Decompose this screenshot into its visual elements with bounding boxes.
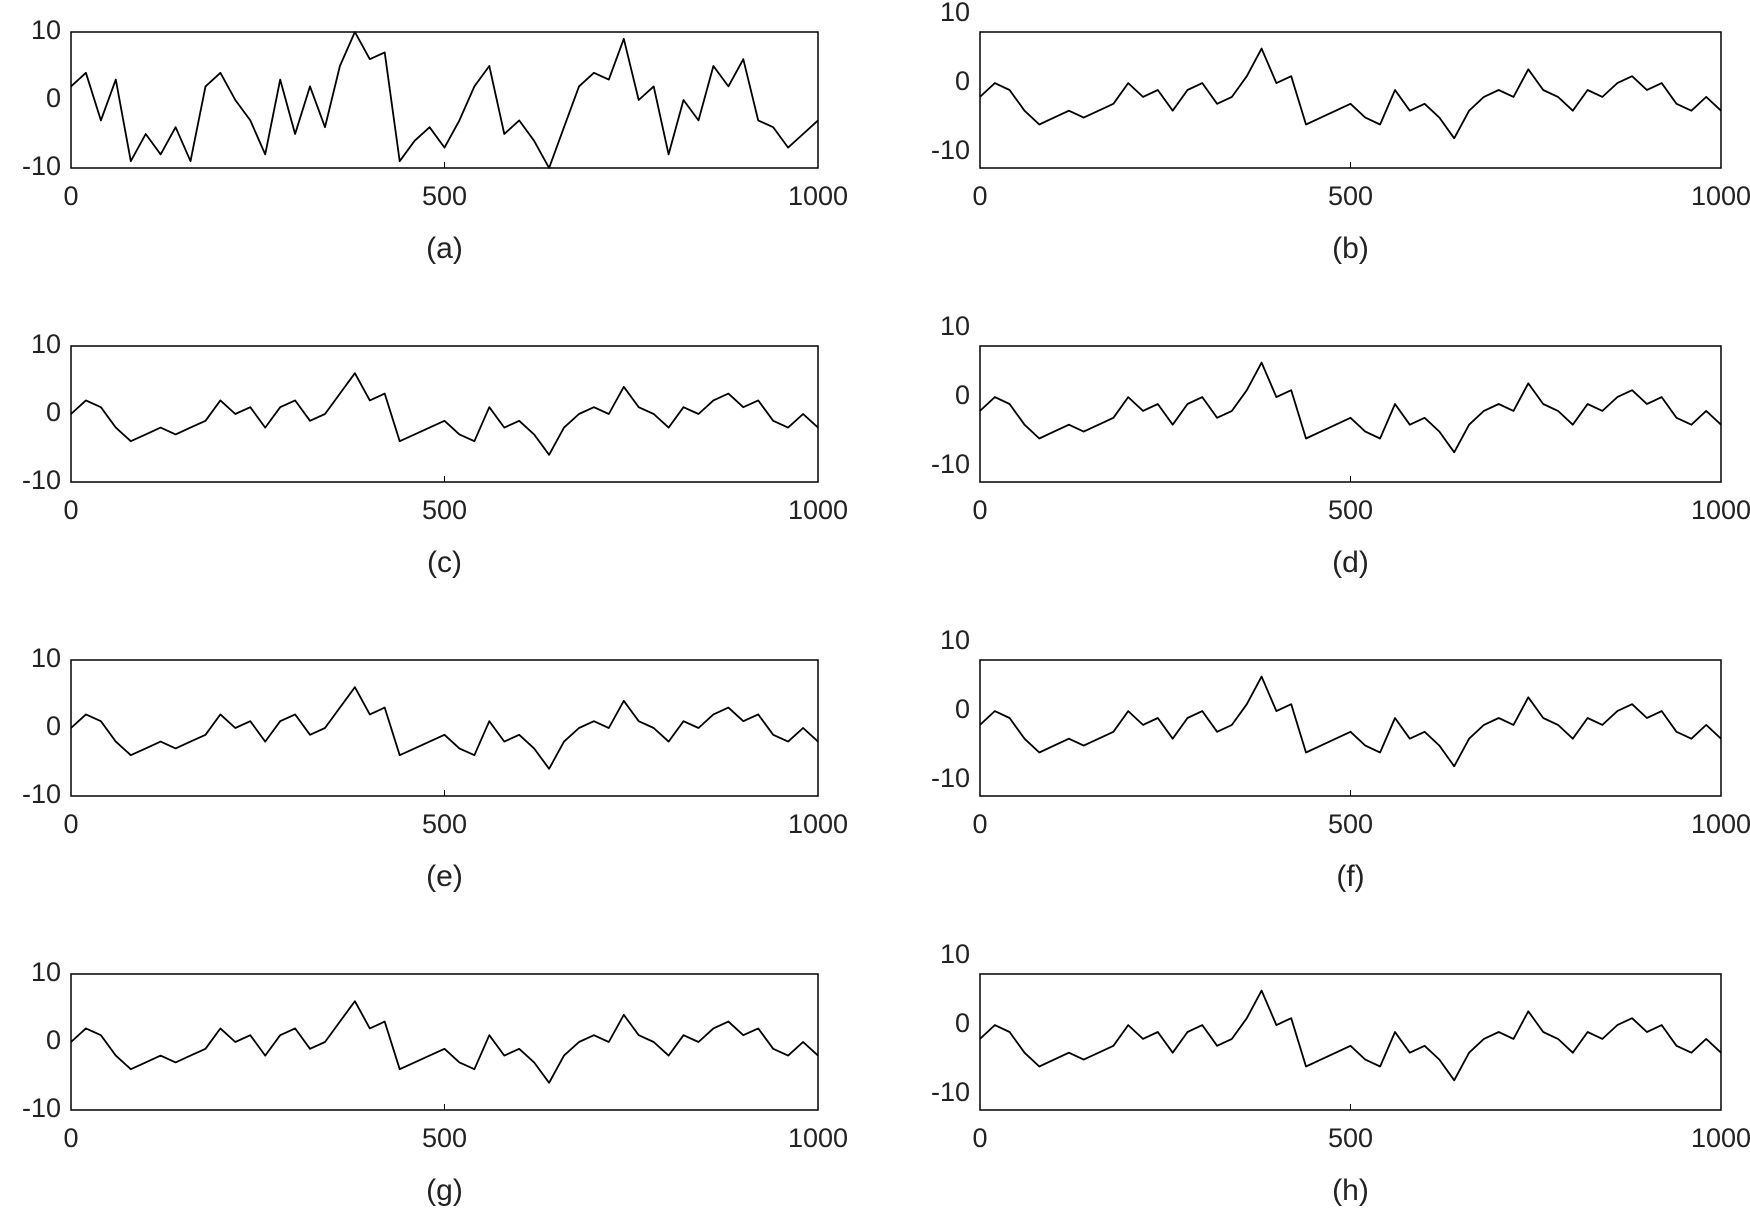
y-tick-label: 0 [955,694,970,724]
plot-frame [979,659,1722,797]
plot-frame [979,31,1722,169]
panel-caption: (d) [1332,546,1369,579]
y-tick-label: 0 [46,1025,61,1055]
series-line [70,31,819,169]
y-tick-label: 10 [31,15,61,45]
x-tick-label: 0 [63,181,78,211]
x-tick-label: 0 [63,495,78,525]
x-tick-label: 1000 [1691,495,1750,525]
plot-frame [70,973,819,1111]
y-tick-label: 10 [940,311,970,341]
x-tick-label: 1000 [1691,1123,1750,1153]
y-tick-label: 10 [940,625,970,655]
panel-caption: (a) [426,232,463,265]
x-tick-label: 500 [1328,181,1373,211]
y-tick-label: 0 [955,66,970,96]
x-tick-label: 0 [63,809,78,839]
series-line [979,989,1722,1082]
x-tick-label: 1000 [788,809,848,839]
y-tick-label: 0 [955,380,970,410]
series-line [979,47,1722,140]
panel-caption: (c) [427,546,462,579]
y-tick-label: 0 [46,711,61,741]
x-tick-label: 500 [422,495,467,525]
x-tick-label: 500 [1328,1123,1373,1153]
y-tick-label: 0 [46,397,61,427]
plot-frame [979,345,1722,483]
x-tick-label: 0 [63,1123,78,1153]
plot-frame [979,973,1722,1111]
y-tick-label: -10 [22,151,61,181]
series-line [70,686,819,770]
x-tick-label: 500 [422,181,467,211]
y-tick-label: -10 [22,779,61,809]
plot-frame [70,659,819,797]
series-line [979,675,1722,768]
x-tick-label: 1000 [1691,181,1750,211]
panel-caption: (f) [1336,860,1364,893]
y-tick-label: -10 [22,465,61,495]
x-tick-label: 500 [1328,809,1373,839]
series-line [70,1000,819,1084]
panel-caption: (e) [426,860,463,893]
x-tick-label: 1000 [1691,809,1750,839]
x-tick-label: 0 [972,181,987,211]
panel-caption: (g) [426,1174,463,1207]
y-tick-label: 10 [31,643,61,673]
panel-caption: (b) [1332,232,1369,265]
x-tick-label: 1000 [788,181,848,211]
y-tick-label: -10 [931,763,970,793]
x-tick-label: 1000 [788,495,848,525]
series-line [70,372,819,456]
x-tick-label: 1000 [788,1123,848,1153]
series-line [979,361,1722,454]
y-tick-label: 10 [940,0,970,27]
y-tick-label: 10 [31,957,61,987]
y-tick-label: -10 [931,135,970,165]
y-tick-label: 10 [940,939,970,969]
x-tick-label: 500 [1328,495,1373,525]
y-tick-label: 0 [955,1008,970,1038]
x-tick-label: 500 [422,809,467,839]
x-tick-label: 0 [972,1123,987,1153]
y-tick-label: -10 [22,1093,61,1123]
x-tick-label: 0 [972,809,987,839]
x-tick-label: 0 [972,495,987,525]
panel-caption: (h) [1332,1174,1369,1207]
y-tick-label: 10 [31,329,61,359]
y-tick-label: -10 [931,449,970,479]
y-tick-label: 0 [46,83,61,113]
plot-frame [70,345,819,483]
x-tick-label: 500 [422,1123,467,1153]
y-tick-label: -10 [931,1077,970,1107]
